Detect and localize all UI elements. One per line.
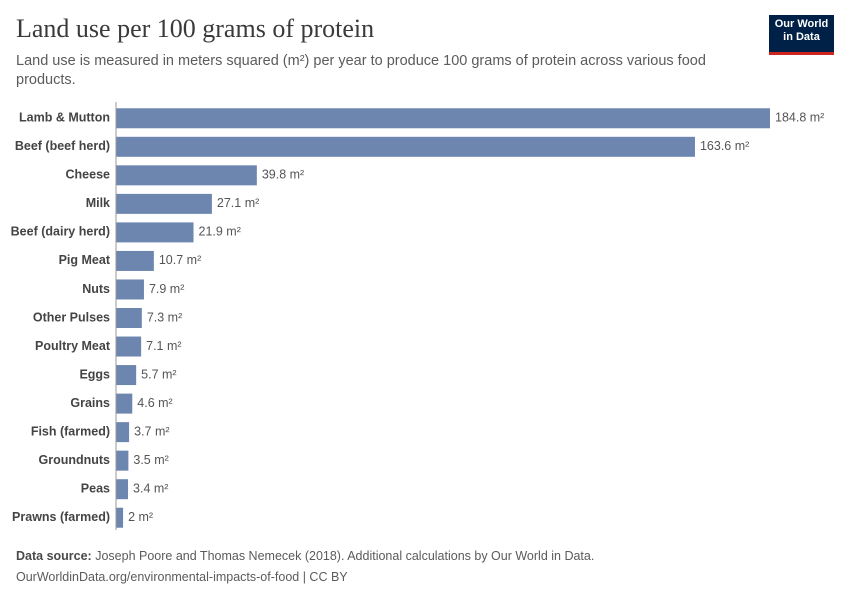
category-label: Beef (beef herd) bbox=[15, 139, 110, 153]
bar bbox=[116, 279, 144, 300]
category-label: Pig Meat bbox=[59, 253, 111, 267]
value-label: 4.6 m² bbox=[137, 396, 172, 410]
category-label: Poultry Meat bbox=[35, 339, 111, 353]
value-label: 21.9 m² bbox=[199, 225, 241, 239]
bar bbox=[116, 193, 212, 214]
bar bbox=[116, 336, 142, 357]
value-label: 7.9 m² bbox=[149, 282, 184, 296]
value-label: 3.5 m² bbox=[133, 453, 168, 467]
value-label: 3.4 m² bbox=[133, 481, 168, 495]
value-label: 27.1 m² bbox=[217, 196, 259, 210]
bar bbox=[116, 422, 130, 443]
value-label: 7.3 m² bbox=[147, 310, 182, 324]
bar bbox=[116, 108, 770, 129]
bar bbox=[116, 450, 129, 471]
category-label: Lamb & Mutton bbox=[19, 111, 110, 125]
value-label: 3.7 m² bbox=[134, 424, 169, 438]
bar bbox=[116, 165, 257, 186]
value-label: 7.1 m² bbox=[146, 339, 181, 353]
logo-line: in Data bbox=[783, 31, 820, 43]
value-label: 39.8 m² bbox=[262, 168, 304, 182]
category-label: Groundnuts bbox=[38, 453, 110, 467]
bar bbox=[116, 365, 137, 386]
bar bbox=[116, 393, 133, 414]
subtitle: Land use is measured in meters squared (… bbox=[16, 53, 706, 88]
category-label: Grains bbox=[70, 396, 110, 410]
category-label: Nuts bbox=[82, 282, 110, 296]
value-label: 163.6 m² bbox=[700, 139, 749, 153]
url-line[interactable]: OurWorldinData.org/environmental-impacts… bbox=[16, 570, 348, 584]
bar bbox=[116, 136, 695, 157]
category-label: Beef (dairy herd) bbox=[11, 225, 110, 239]
bar bbox=[116, 479, 129, 500]
category-label: Peas bbox=[81, 481, 110, 495]
value-label: 2 m² bbox=[128, 510, 153, 524]
source: Joseph Poore and Thomas Nemecek (2018). … bbox=[95, 549, 595, 563]
source-line: Data source: Joseph Poore and Thomas Nem… bbox=[16, 549, 594, 563]
category-label: Milk bbox=[86, 196, 110, 210]
value-label: 10.7 m² bbox=[159, 253, 201, 267]
bar bbox=[116, 308, 142, 328]
category-label: Eggs bbox=[79, 367, 110, 381]
source-label: Data source: bbox=[16, 549, 92, 563]
bar bbox=[116, 222, 194, 243]
logo-line: Our World bbox=[774, 18, 829, 30]
category-label: Fish (farmed) bbox=[31, 424, 110, 438]
title: Land use per 100 grams of protein bbox=[16, 14, 375, 43]
logo[interactable]: Our World in Data bbox=[769, 15, 834, 55]
value-label: 5.7 m² bbox=[141, 367, 176, 381]
bar bbox=[116, 507, 124, 528]
category-label: Other Pulses bbox=[33, 310, 110, 324]
value-label: 184.8 m² bbox=[775, 111, 824, 125]
category-label: Prawns (farmed) bbox=[12, 510, 110, 524]
category-label: Cheese bbox=[66, 168, 111, 182]
bar bbox=[116, 250, 154, 271]
